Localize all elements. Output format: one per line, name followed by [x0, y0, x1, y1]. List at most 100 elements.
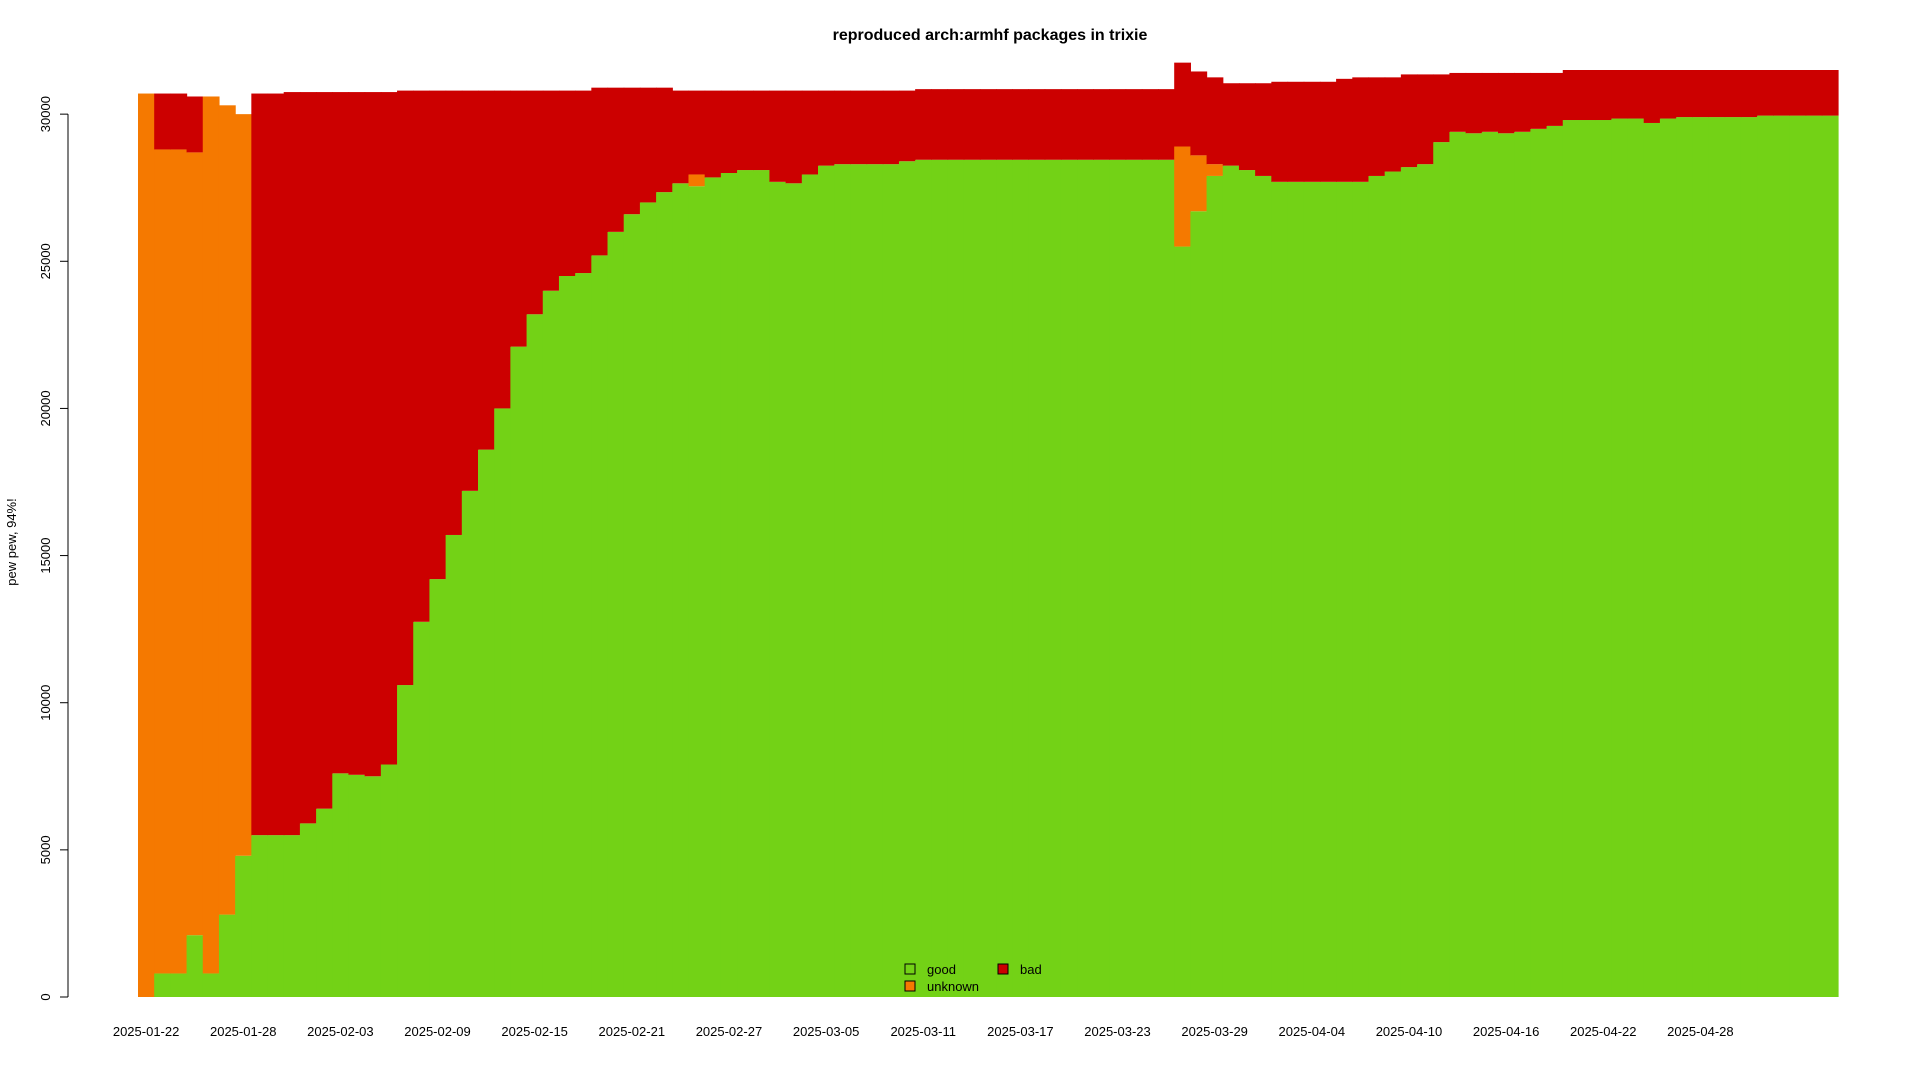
bar-bad-87: [1546, 72, 1564, 126]
bar-good-104: [1821, 115, 1839, 998]
bar-good-92: [1627, 118, 1645, 997]
bar-bad-59: [1093, 89, 1111, 160]
bar-good-93: [1643, 122, 1661, 998]
bar-bad-13: [348, 92, 366, 775]
bar-good-77: [1384, 171, 1402, 997]
bar-bad-21: [478, 90, 495, 450]
legend: good unknown bad: [904, 962, 1042, 994]
bar-bad-2: [170, 93, 188, 150]
bar-good-74: [1336, 181, 1353, 997]
bar-good-78: [1400, 167, 1418, 998]
bar-good-73: [1319, 181, 1337, 997]
data-bars-layer: [138, 62, 1839, 998]
bar-good-31: [639, 202, 657, 997]
bar-unknown-0: [138, 93, 155, 998]
bar-bad-3: [186, 96, 204, 153]
x-tick-label-15: 2025-04-22: [1570, 1024, 1637, 1039]
bar-good-69: [1255, 175, 1272, 997]
legend-swatch-unknown: [904, 980, 916, 992]
bar-unknown-1: [154, 149, 171, 974]
bar-good-33: [672, 183, 690, 998]
bar-bad-58: [1077, 89, 1094, 160]
bar-good-81: [1449, 131, 1467, 998]
bar-bad-32: [656, 87, 673, 193]
bar-bad-79: [1417, 74, 1434, 165]
bar-bad-102: [1789, 70, 1807, 116]
y-tick-label-3: 15000: [38, 537, 53, 573]
bar-bad-17: [413, 90, 431, 622]
bar-bad-92: [1627, 70, 1645, 119]
x-tick-label-1: 2025-01-28: [210, 1024, 277, 1039]
x-axis: 2025-01-22 2025-01-28 2025-02-03 2025-02-09…: [113, 1024, 1734, 1039]
bar-good-67: [1222, 165, 1240, 997]
bar-good-28: [591, 255, 609, 997]
y-tick-label-6: 30000: [38, 96, 53, 132]
bar-bad-40: [785, 90, 803, 184]
x-tick-label-9: 2025-03-17: [987, 1024, 1054, 1039]
bar-good-51: [963, 159, 981, 997]
bar-bad-84: [1498, 72, 1515, 134]
bar-bad-55: [1028, 89, 1046, 160]
bar-good-43: [834, 164, 851, 998]
bar-bad-99: [1740, 70, 1758, 118]
bar-good-17: [413, 621, 431, 997]
bar-bad-12: [332, 92, 350, 774]
bar-good-5: [218, 914, 236, 997]
bar-bad-15: [380, 92, 398, 765]
bar-bad-71: [1287, 81, 1305, 182]
bar-bad-73: [1319, 81, 1337, 182]
bar-good-102: [1789, 115, 1807, 998]
bar-bad-41: [801, 90, 819, 175]
y-tick-label-2: 10000: [38, 685, 53, 721]
legend-swatch-bad: [997, 963, 1009, 975]
bar-unknown-34: [688, 174, 706, 187]
bar-good-52: [979, 159, 997, 997]
bar-bad-56: [1044, 89, 1062, 160]
bar-bad-86: [1530, 72, 1548, 129]
bar-bad-96: [1692, 70, 1710, 118]
bar-bad-51: [963, 89, 981, 160]
bar-good-2: [170, 973, 188, 997]
bar-good-37: [737, 170, 754, 997]
bar-good-89: [1578, 120, 1596, 997]
bar-good-45: [866, 164, 884, 998]
bar-bad-37: [737, 90, 754, 171]
bar-good-84: [1498, 133, 1515, 997]
bar-bad-8: [267, 93, 285, 836]
bar-bad-27: [575, 90, 592, 274]
bar-bad-89: [1578, 70, 1596, 121]
bar-good-16: [397, 685, 414, 997]
bar-good-53: [996, 159, 1013, 997]
bar-bad-50: [947, 89, 965, 160]
y-tick-label-5: 25000: [38, 243, 53, 279]
bar-unknown-4: [202, 96, 220, 974]
bar-bad-42: [818, 90, 835, 166]
bar-good-29: [607, 231, 625, 998]
bar-good-22: [494, 408, 511, 997]
bar-good-58: [1077, 159, 1094, 997]
y-axis-label: pew pew, 94%!: [4, 498, 19, 585]
bar-bad-28: [591, 87, 609, 256]
y-tick-label-0: 0: [38, 993, 53, 1000]
bar-bad-11: [316, 92, 333, 809]
bar-good-19: [445, 534, 463, 997]
bar-good-101: [1773, 115, 1791, 998]
legend-label-unknown: unknown: [927, 979, 979, 994]
bar-good-76: [1368, 175, 1386, 997]
bar-bad-104: [1821, 70, 1839, 116]
bar-bad-64: [1174, 62, 1191, 147]
bar-bad-34: [688, 90, 706, 175]
bar-bad-52: [979, 89, 997, 160]
bar-good-64: [1174, 246, 1191, 997]
bar-good-95: [1676, 117, 1693, 998]
legend-label-bad: bad: [1020, 962, 1042, 977]
bar-good-14: [364, 776, 382, 997]
bar-bad-57: [1060, 89, 1078, 160]
bar-good-20: [461, 490, 479, 997]
bar-good-12: [332, 773, 350, 997]
bar-good-41: [801, 174, 819, 998]
bar-bad-85: [1514, 72, 1531, 132]
bar-good-39: [769, 181, 787, 997]
bar-good-48: [915, 159, 932, 997]
